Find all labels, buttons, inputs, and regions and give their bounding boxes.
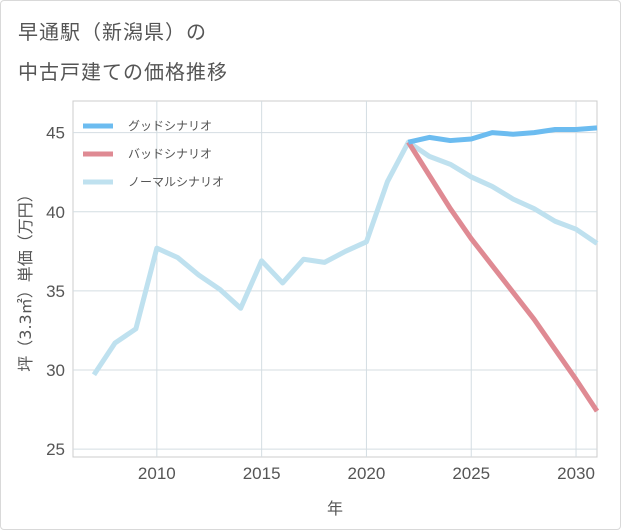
chart-title-line2: 中古戸建ての価格推移 <box>18 60 228 84</box>
y-axis-label: 坪（3.3㎡）単価（万円） <box>16 186 35 371</box>
series-line-1 <box>406 140 600 413</box>
y-tick-label: 35 <box>46 282 65 301</box>
x-tick-label: 2025 <box>452 464 490 483</box>
series-lines <box>91 125 600 413</box>
series-line-0 <box>407 125 598 145</box>
y-tick-label: 40 <box>46 203 65 222</box>
x-tick-label: 2030 <box>557 464 595 483</box>
legend-label: グッドシナリオ <box>128 119 212 133</box>
plot-area <box>72 100 598 458</box>
y-tick-label: 30 <box>46 361 65 380</box>
x-axis-label: 年 <box>327 499 343 518</box>
legend-label: ノーマルシナリオ <box>128 175 224 189</box>
x-tick-label: 2015 <box>243 464 281 483</box>
tick-labels: 2010 2015 2020 2025 2030 25 30 35 40 45 <box>46 124 595 483</box>
legend-label: バッドシナリオ <box>128 147 212 161</box>
chart-title-line1: 早通駅（新潟県）の <box>18 20 207 44</box>
x-tick-label: 2020 <box>348 464 386 483</box>
y-tick-label: 25 <box>46 440 65 459</box>
series-line-2 <box>91 139 599 377</box>
x-tick-label: 2010 <box>138 464 176 483</box>
y-tick-label: 45 <box>46 124 65 143</box>
